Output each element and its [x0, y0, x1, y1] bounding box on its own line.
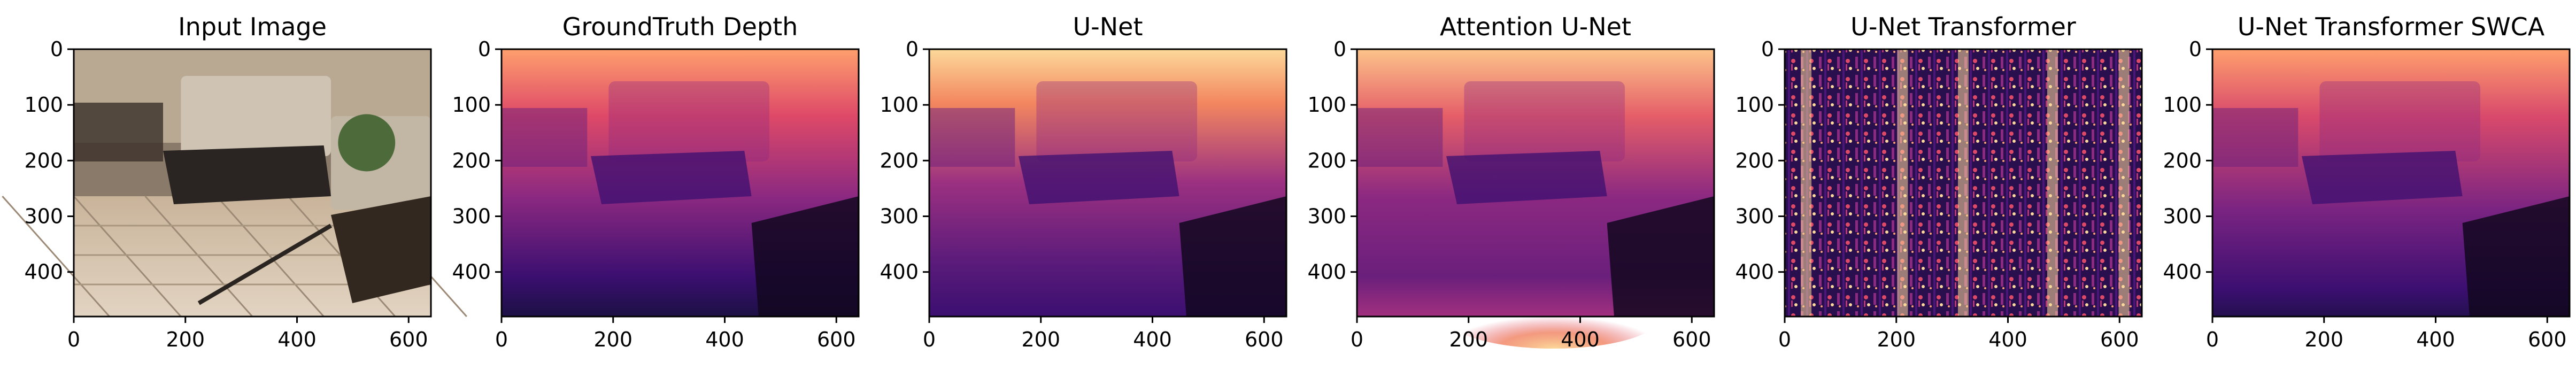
axis-frame [2211, 48, 2571, 318]
panel-2: GroundTruth Depth 0 200 400 600 0 100 200 300 400 [452, 12, 860, 351]
x-tick-label: 600 [817, 328, 856, 351]
panel-1: Input Image 0 200 400 600 0 100 200 300 400 [2, 12, 467, 351]
y-tick-label: 0 [1761, 37, 1774, 61]
y-tick-label: 300 [2163, 205, 2202, 228]
x-tick-label: 200 [166, 328, 205, 351]
y-tick-label: 400 [1735, 260, 1774, 284]
x-tick-label: 0 [1778, 328, 1791, 351]
y-tick-label: 400 [452, 260, 491, 284]
panel-image [2212, 49, 2570, 317]
y-tick-label: 200 [24, 149, 63, 172]
y-tick-label: 100 [24, 93, 63, 117]
axis-frame [1356, 48, 1715, 318]
x-tick-label: 0 [67, 328, 80, 351]
panel-image [929, 49, 1286, 317]
x-tick-label: 400 [1561, 328, 1600, 351]
axis-frame [500, 48, 860, 318]
x-tick-label: 600 [2100, 328, 2139, 351]
x-tick-label: 0 [495, 328, 508, 351]
panel-title: Input Image [178, 12, 327, 41]
x-tick-label: 600 [2528, 328, 2567, 351]
y-tick-label: 400 [880, 260, 919, 284]
x-tick-label: 200 [2304, 328, 2343, 351]
axis-frame [928, 48, 1287, 318]
y-tick-label: 100 [1735, 93, 1774, 117]
x-tick-label: 400 [1133, 328, 1172, 351]
y-tick-label: 100 [452, 93, 491, 117]
y-tick-label: 0 [2189, 37, 2202, 61]
y-tick-label: 300 [1735, 205, 1774, 228]
panel-image [1357, 49, 1714, 349]
y-tick-label: 0 [1333, 37, 1346, 61]
y-tick-label: 200 [1307, 149, 1346, 172]
panel-title: U-Net Transformer SWCA [2238, 12, 2545, 41]
y-tick-label: 200 [452, 149, 491, 172]
y-tick-label: 400 [2163, 260, 2202, 284]
y-tick-label: 200 [1735, 149, 1774, 172]
x-tick-label: 400 [2416, 328, 2455, 351]
panel-image [1785, 49, 2142, 317]
y-tick-label: 300 [1307, 205, 1346, 228]
panel-title: U-Net [1073, 12, 1143, 41]
y-tick-label: 200 [880, 149, 919, 172]
axis-frame [1784, 48, 2143, 318]
y-tick-label: 100 [880, 93, 919, 117]
x-tick-label: 600 [389, 328, 428, 351]
y-tick-label: 100 [2163, 93, 2202, 117]
y-tick-label: 200 [2163, 149, 2202, 172]
x-tick-label: 600 [1672, 328, 1711, 351]
panel-4: Attention U-Net 0 200 400 600 0 100 200 300 400 [1307, 12, 1715, 351]
y-tick-label: 300 [24, 205, 63, 228]
x-tick-label: 400 [277, 328, 317, 351]
y-tick-label: 400 [24, 260, 63, 284]
y-tick-label: 300 [452, 205, 491, 228]
x-tick-label: 200 [1449, 328, 1488, 351]
panel-3: U-Net 0 200 400 600 0 100 200 300 400 [880, 12, 1287, 351]
y-tick-label: 300 [880, 205, 919, 228]
panel-title: GroundTruth Depth [562, 12, 798, 41]
x-tick-label: 400 [705, 328, 744, 351]
y-tick-label: 0 [478, 37, 491, 61]
panel-image [502, 49, 859, 317]
x-tick-label: 600 [1245, 328, 1284, 351]
panel-title: Attention U-Net [1440, 12, 1631, 41]
panel-6: U-Net Transformer SWCA 0 200 400 600 0 100 200 3… [2163, 12, 2571, 351]
y-tick-label: 100 [1307, 93, 1346, 117]
x-tick-label: 400 [1988, 328, 2027, 351]
x-tick-label: 200 [1021, 328, 1060, 351]
x-tick-label: 200 [1877, 328, 1916, 351]
panel-title: U-Net Transformer [1850, 12, 2076, 41]
x-tick-label: 0 [2206, 328, 2219, 351]
y-tick-label: 400 [1307, 260, 1346, 284]
x-tick-label: 200 [593, 328, 633, 351]
y-tick-label: 0 [50, 37, 63, 61]
y-tick-label: 0 [906, 37, 919, 61]
panel-5: U-Net Transformer 0 200 400 600 0 100 200 300 400 [1735, 12, 2143, 351]
x-tick-label: 0 [1351, 328, 1363, 351]
axis-frame [73, 48, 432, 318]
panel-image [2, 49, 467, 317]
x-tick-label: 0 [923, 328, 936, 351]
